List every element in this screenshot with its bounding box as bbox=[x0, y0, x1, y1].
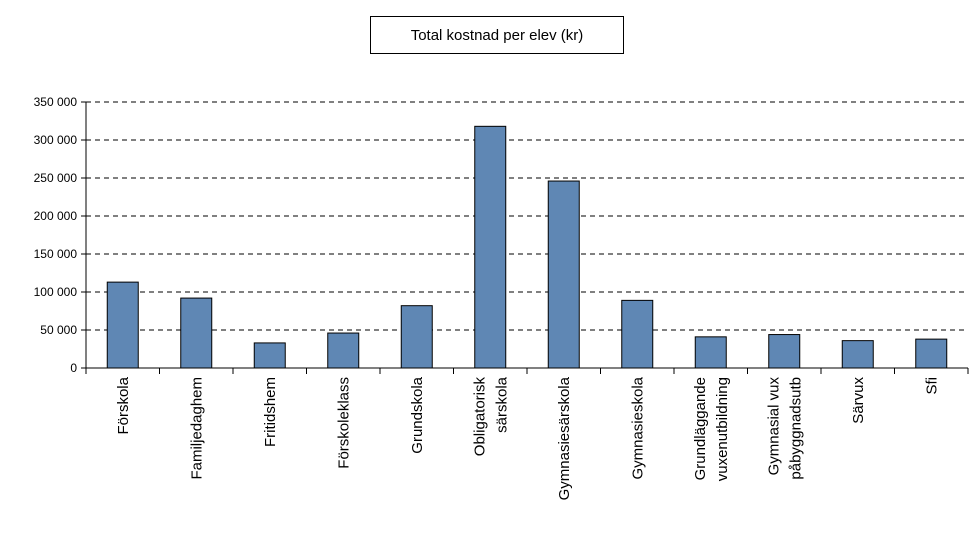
y-tick-label: 250 000 bbox=[34, 171, 78, 185]
bar bbox=[327, 332, 360, 369]
bar bbox=[621, 299, 654, 369]
x-category-label: Gymnasieskola bbox=[629, 376, 646, 479]
bar bbox=[694, 336, 727, 369]
bar bbox=[106, 281, 139, 369]
bar bbox=[180, 297, 213, 369]
x-category-label: särskola bbox=[493, 376, 510, 433]
y-tick-label: 0 bbox=[70, 361, 77, 375]
x-category-label: Gymnasial vux bbox=[765, 377, 782, 476]
x-category-label: Grundskola bbox=[409, 376, 426, 453]
y-tick-label: 300 000 bbox=[34, 133, 78, 147]
bar bbox=[474, 125, 507, 369]
y-tick-label: 50 000 bbox=[40, 323, 77, 337]
bar bbox=[253, 342, 286, 369]
x-category-label: påbyggnadsutb bbox=[787, 377, 804, 480]
x-category-label: Grundläggande bbox=[692, 377, 709, 480]
chart-title: Total kostnad per elev (kr) bbox=[370, 16, 624, 54]
x-category-label: Förskoleklass bbox=[335, 377, 352, 469]
bar bbox=[547, 180, 580, 369]
x-category-label: Förskola bbox=[115, 376, 132, 434]
x-category-label: vuxenutbildning bbox=[714, 377, 731, 481]
bar bbox=[915, 338, 948, 369]
x-category-label: Sfi bbox=[923, 377, 940, 395]
gridlines bbox=[86, 101, 968, 331]
axes bbox=[81, 101, 969, 374]
y-tick-label: 200 000 bbox=[34, 209, 78, 223]
y-tick-labels: 0 50 000 100 000 150 000 200 000 250 000 300 0… bbox=[34, 95, 78, 375]
x-category-label: Gymnasiesärskola bbox=[556, 376, 573, 500]
x-category-labels: Förskola Familjedaghem Fritidshem Förskolek… bbox=[115, 376, 941, 500]
x-category-label: Fritidshem bbox=[262, 377, 279, 447]
x-category-label: Obligatorisk bbox=[471, 377, 488, 457]
y-tick-label: 100 000 bbox=[34, 285, 78, 299]
bars bbox=[106, 125, 948, 369]
x-category-label: Familjedaghem bbox=[188, 377, 205, 480]
y-tick-label: 150 000 bbox=[34, 247, 78, 261]
bar bbox=[841, 340, 874, 369]
bar bbox=[768, 334, 801, 369]
x-category-label: Särvux bbox=[850, 377, 867, 424]
y-tick-label: 350 000 bbox=[34, 95, 78, 109]
bar bbox=[400, 305, 433, 369]
